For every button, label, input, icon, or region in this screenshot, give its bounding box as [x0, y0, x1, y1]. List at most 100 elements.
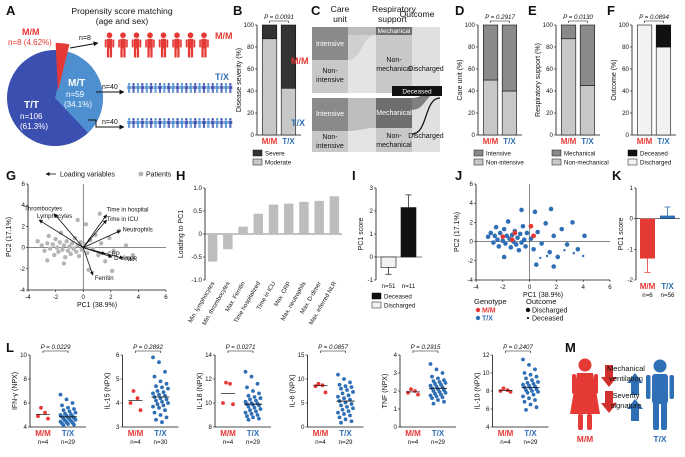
y-tick-label: 0	[626, 132, 630, 139]
y-axis-label: IL-15 (NPX)	[105, 373, 112, 410]
mm-dot	[501, 386, 506, 391]
tx-dot	[73, 417, 78, 422]
x-category-mm: M/M	[220, 429, 236, 438]
panel-g: G -4 -2 0 2 4 6 -4 -2 0 2 4 6 PC1 (38.9%) PC2 (17.1%)…	[6, 168, 172, 309]
y-tick-label: 3	[116, 424, 120, 431]
y-tick-label: 10	[20, 352, 27, 359]
y-axis-label: Care unit (%)	[457, 59, 464, 100]
cytokine-plot-5: 4 6 8 10 12 IL-10 (NPX) P = 0.2407 M/M T/X n=4 n=2…	[475, 344, 549, 446]
tx-dot	[349, 385, 354, 390]
loading-label: Lymphocytes	[37, 214, 72, 220]
tx-person-icon	[171, 83, 176, 93]
tx-dot	[158, 379, 163, 384]
pvalue-label: P = 0.2407	[503, 344, 533, 351]
legend-outcome-title: Outcome	[526, 297, 556, 306]
y-tick-label: 14	[205, 352, 212, 359]
tx-dot	[151, 355, 155, 360]
loading-bar	[284, 203, 294, 234]
tx-dot	[436, 398, 440, 402]
y-tick-label: 2	[394, 388, 398, 395]
y-tick-label: 6	[470, 181, 474, 188]
pie-label-mt-n: n=59	[66, 90, 85, 99]
patient-point	[123, 243, 129, 248]
tx-person-icon	[175, 118, 180, 128]
tx-dot	[160, 385, 164, 390]
x-category-mm: M/M	[498, 429, 514, 438]
sankey-mm-nonintensive-node	[312, 60, 348, 93]
m-text-sev-2: signature	[611, 401, 642, 410]
tx-point	[505, 219, 511, 224]
tx-dot	[342, 377, 346, 381]
x-tick-label: -4	[25, 294, 31, 301]
y-tick-label: 0	[370, 254, 374, 261]
tx-dot	[258, 396, 263, 401]
mm-dot	[36, 414, 40, 419]
mm-person-arm-r	[594, 374, 598, 394]
sankey-tx: Deceased Intensive Non- intensive Mechan…	[312, 86, 444, 152]
y-tick-label: 4	[394, 352, 398, 359]
group-label-mm: M/M	[215, 31, 233, 41]
tx-person-icon	[140, 83, 145, 93]
bar-discharged	[655, 46, 672, 136]
panel-letter-j: J	[455, 168, 462, 183]
patient-point	[74, 249, 79, 255]
tx-point	[531, 246, 536, 252]
x-tick-label: 2	[555, 284, 559, 291]
mm-dot	[43, 410, 47, 415]
y-tick-label: 20	[247, 110, 254, 117]
tx-point	[555, 254, 561, 260]
pie-label-mt: M/T	[68, 78, 85, 89]
sankey-tx-flow-discharged	[412, 92, 440, 152]
x-category-mm: M/M	[313, 429, 329, 438]
tx-dot	[521, 357, 525, 362]
n-label-mm: n=4	[315, 439, 326, 446]
tx-dot	[251, 389, 255, 393]
mm-person-arm-l	[572, 374, 576, 394]
x-category-tx: T/X	[432, 429, 445, 438]
tx-person-icon	[224, 83, 228, 93]
tx-dot	[430, 374, 434, 379]
bar-mm	[640, 218, 655, 259]
sankey-tx-discharged: Discharged	[408, 133, 444, 140]
sankey-mm-mech-label: Mechanical	[378, 28, 411, 35]
mm-point	[531, 233, 537, 239]
tx-point	[513, 242, 519, 247]
legend-swatch	[473, 158, 484, 166]
tx-point	[496, 244, 502, 249]
tx-dot	[522, 371, 527, 375]
tx-dot	[340, 407, 345, 412]
tx-dot	[257, 391, 261, 396]
loading-bar	[238, 226, 248, 234]
pvalue-label: P = 0.0857	[318, 344, 348, 351]
tx-dot	[246, 404, 251, 409]
y-tick-label: 8	[209, 424, 213, 431]
y-axis-label: TNF (NPX)	[382, 374, 389, 409]
tx-person-icon	[193, 118, 198, 128]
sankey-tx-nonmech-1: Non-	[386, 133, 402, 140]
tx-dot	[151, 404, 155, 409]
tx-person-arm-l	[646, 375, 651, 399]
tx-person-icon	[180, 83, 184, 93]
mm-dot	[320, 383, 325, 388]
chart-d: 0 20 40 60 80 100 Care unit (%) M/M T/X P = 0.291…	[457, 14, 524, 167]
y-axis-label: Disease severity (%)	[236, 48, 243, 112]
patient-point	[50, 242, 56, 247]
y-tick-label: -2	[627, 277, 633, 284]
loading-bar	[253, 213, 263, 234]
patient-point	[58, 230, 64, 235]
y-tick-label: 2	[22, 223, 26, 230]
mm-dot	[508, 390, 513, 394]
y-tick-label: 20	[622, 110, 629, 117]
tx-dot	[349, 402, 354, 406]
y-tick-label: 1	[630, 185, 634, 192]
n-label-mm: n=4	[130, 439, 141, 446]
patient-point	[76, 253, 82, 259]
x-tick-label: 2	[109, 294, 113, 301]
tx-point	[532, 209, 538, 215]
tx-dot	[522, 399, 527, 404]
sankey-header-care-1: Care	[331, 4, 350, 14]
sankey-header-resp-1: Respiratory	[372, 4, 417, 14]
tx-dot	[530, 389, 534, 393]
